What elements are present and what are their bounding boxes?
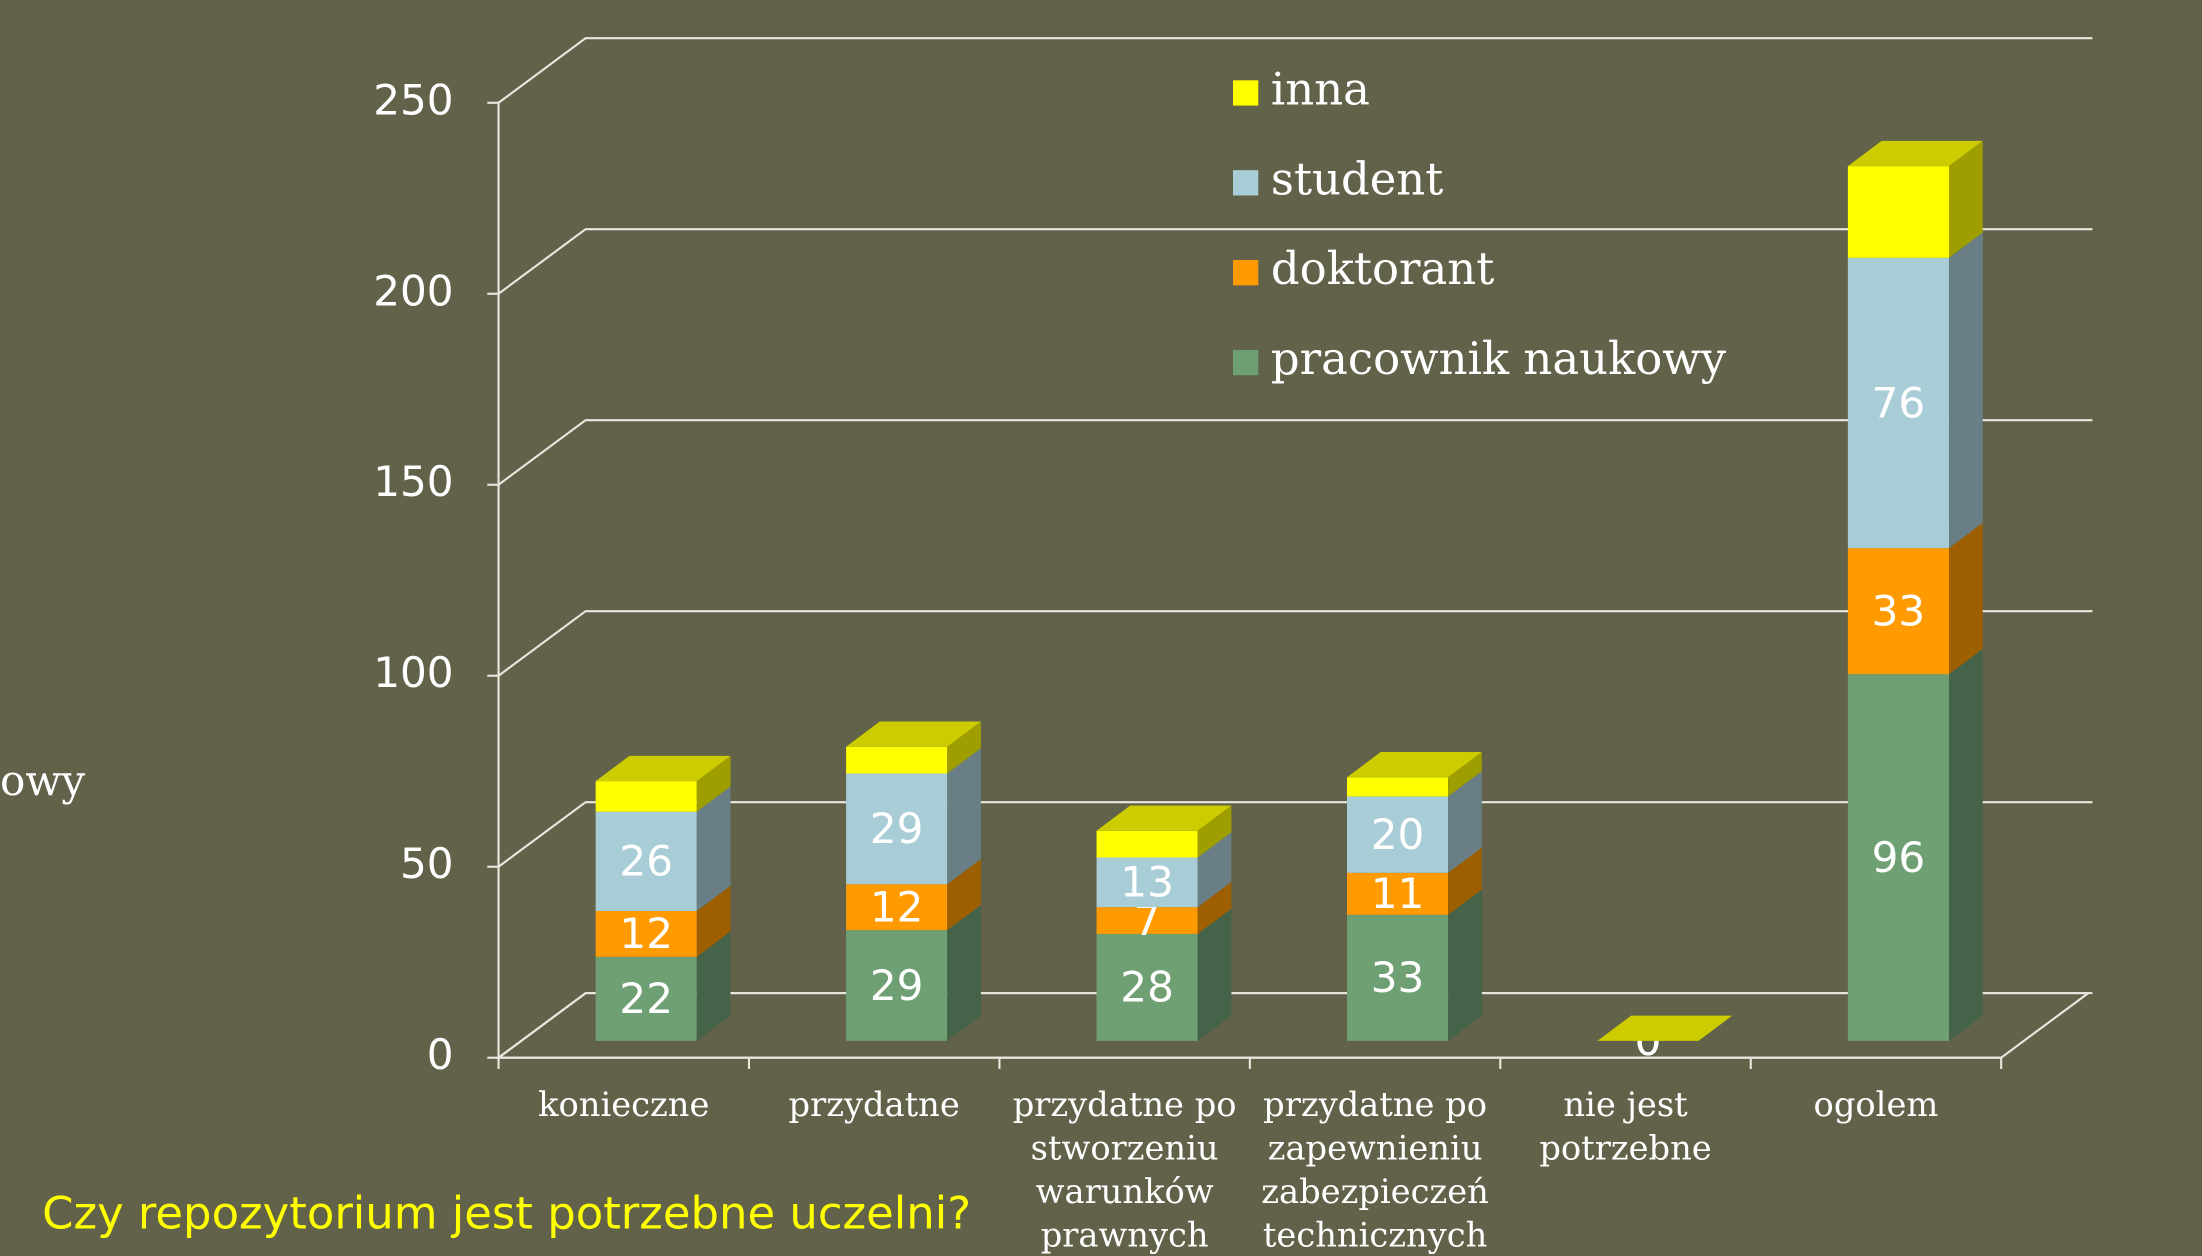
bar-top <box>846 721 981 747</box>
bar-side <box>1448 889 1482 1041</box>
legend-label: inna <box>1271 62 1370 115</box>
bar-side <box>947 904 981 1041</box>
x-tick-label: przydatne po zapewnieniu zabezpieczeń techn… <box>1261 1085 1489 1255</box>
bar-segment <box>1346 796 1449 873</box>
bar-side <box>947 721 981 774</box>
bar-side <box>1197 908 1232 1041</box>
legend-swatch <box>1233 260 1259 286</box>
bar-side <box>1448 752 1482 797</box>
data-label: 33 <box>1872 586 1926 635</box>
data-label: 12 <box>619 909 673 958</box>
bar-side <box>1197 881 1232 934</box>
legend-label: student <box>1271 152 1443 205</box>
y-tick-label: 100 <box>373 648 453 697</box>
bar-segment <box>1096 907 1198 934</box>
bar-top <box>1096 805 1232 831</box>
bar-segment <box>1096 830 1198 858</box>
grid-line <box>497 610 2093 677</box>
data-label: 76 <box>1872 378 1926 427</box>
grid-line <box>497 419 2093 486</box>
bar-top <box>1597 1015 1733 1041</box>
grid-line <box>497 228 2093 295</box>
bar-segment <box>1346 914 1449 1041</box>
bar-segment <box>846 930 948 1041</box>
legend-swatch <box>1233 80 1259 106</box>
y-tick-label: 250 <box>373 75 453 124</box>
y-tick-label: 200 <box>373 266 453 315</box>
legend-label: pracownik naukowy <box>1271 332 1727 385</box>
x-tick-label: przydatne <box>789 1085 960 1124</box>
bar-side <box>1197 805 1232 858</box>
bar-segment <box>595 956 697 1041</box>
bar-segment <box>846 746 948 774</box>
data-label: 29 <box>870 961 924 1010</box>
bar-segment <box>1847 257 1949 549</box>
data-label: 11 <box>1371 869 1425 918</box>
data-label: 29 <box>870 804 924 853</box>
data-label: 26 <box>619 837 673 886</box>
data-label: 22 <box>619 974 673 1023</box>
data-label: 13 <box>1120 858 1174 907</box>
annotation: owy <box>0 756 85 805</box>
bar-side <box>1448 847 1482 915</box>
bar-side <box>947 858 981 931</box>
bar-side <box>696 885 731 957</box>
bar-segment <box>846 884 948 931</box>
bar-segment <box>846 773 948 885</box>
bar-segment <box>1096 933 1198 1041</box>
bar-segment <box>595 811 697 912</box>
bar-segment <box>1847 166 1949 258</box>
y-tick-label: 150 <box>373 457 453 506</box>
bar-side <box>1948 648 1983 1041</box>
bar-side <box>1448 771 1482 873</box>
y-tick-label: 50 <box>400 839 454 888</box>
bar-segment <box>1346 872 1449 915</box>
bar-side <box>1197 832 1232 908</box>
bar-segment <box>1847 674 1949 1041</box>
bar-side <box>1948 522 1983 675</box>
x-tick-label: ogolem <box>1814 1085 1939 1124</box>
data-label: 33 <box>1371 953 1425 1002</box>
bar-top <box>1847 140 1983 167</box>
bar-side <box>696 786 731 912</box>
data-label: 20 <box>1371 810 1425 859</box>
x-tick-label: nie jest potrzebne <box>1539 1085 1711 1168</box>
bar-side <box>696 755 731 812</box>
bar-segment <box>1847 548 1949 675</box>
bar-top <box>1346 752 1482 778</box>
x-tick-label: konieczne <box>538 1085 709 1124</box>
bar-side <box>1948 140 1983 258</box>
legend-swatch <box>1233 170 1259 196</box>
grid-line <box>497 37 2093 104</box>
data-label: 28 <box>1120 963 1174 1012</box>
legend-label: doktorant <box>1271 242 1494 295</box>
bar-side <box>696 931 731 1041</box>
grid-line <box>497 801 2093 868</box>
bar-segment <box>595 781 697 812</box>
legend-swatch <box>1233 349 1259 376</box>
bar-segment <box>1096 857 1198 908</box>
y-tick-label: 0 <box>427 1030 454 1079</box>
x-tick-label: przydatne po stworzeniu warunków prawnych <box>1013 1085 1237 1255</box>
bar-segment <box>595 911 697 957</box>
bar-segment <box>1346 777 1449 797</box>
data-label: 12 <box>870 882 924 931</box>
grid-line <box>497 992 2093 1059</box>
bar-side <box>1948 232 1983 549</box>
data-label: 96 <box>1872 833 1926 882</box>
chart-title: Czy repozytorium jest potrzebne uczelni? <box>42 1186 971 1239</box>
bar-top <box>595 755 731 782</box>
bar-side <box>947 748 981 885</box>
